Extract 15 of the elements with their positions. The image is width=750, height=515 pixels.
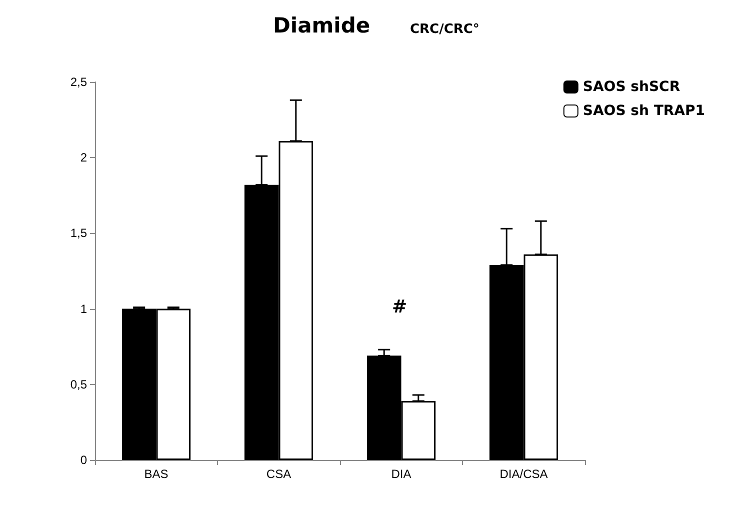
x-tick-label: BAS: [144, 467, 168, 481]
y-tick-label: 0,5: [70, 377, 88, 392]
x-tick-label: CSA: [266, 467, 292, 481]
annotation: #: [392, 296, 408, 318]
legend-label: SAOS sh TRAP1: [582, 103, 706, 119]
x-tick-label: DIA: [391, 467, 412, 481]
legend-label: SAOS shSCR: [582, 79, 680, 95]
y-tick-label: 2: [80, 150, 88, 165]
chart-title: Diamide: [273, 14, 370, 38]
y-tick-label: 2,5: [70, 75, 88, 89]
y-tick-label: 0: [80, 453, 88, 467]
y-tick-label: 1,5: [70, 226, 88, 240]
x-tick-label: DIA/CSA: [500, 467, 548, 481]
chart-subtitle: CRC/CRC°: [410, 22, 480, 37]
y-tick-label: 1: [80, 302, 88, 316]
